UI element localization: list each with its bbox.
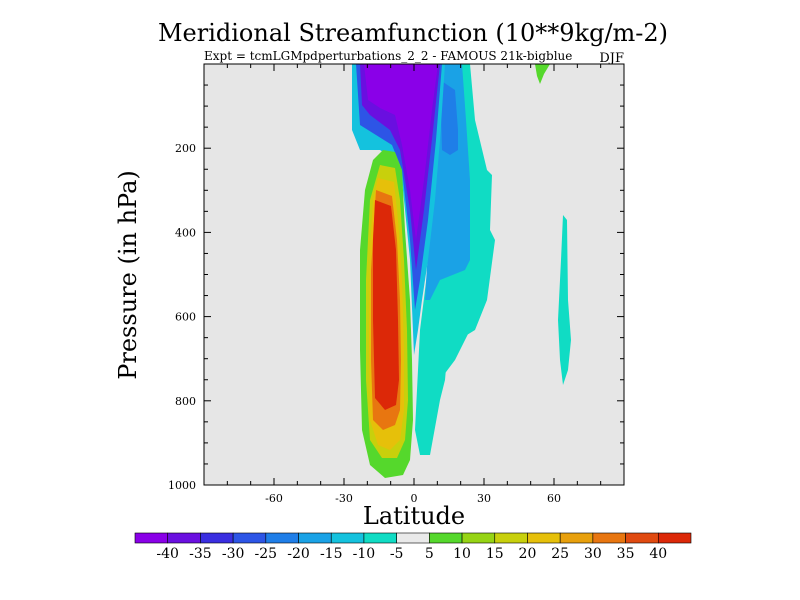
colorbar-label: 30 bbox=[584, 546, 602, 562]
cell-north-weak-mid bbox=[425, 64, 470, 300]
colorbar-label: 25 bbox=[551, 546, 569, 562]
colorbar-swatch bbox=[625, 532, 659, 544]
colorbar-swatch bbox=[200, 532, 234, 544]
y-axis-ticks: 200 400 600 800 1000 bbox=[168, 84, 624, 492]
season-label: DJF bbox=[599, 51, 624, 66]
colorbar-swatch bbox=[363, 532, 397, 544]
colorbar-swatch bbox=[265, 532, 299, 544]
colorbar-swatch bbox=[330, 532, 365, 544]
x-tick-label: -30 bbox=[335, 492, 353, 505]
y-axis-label: Pressure (in hPa) bbox=[114, 170, 142, 380]
colorbar-label: 10 bbox=[453, 546, 471, 562]
cell-north-weak-lobe bbox=[432, 300, 470, 380]
x-axis-ticks: -60 -30 0 30 60 bbox=[226, 64, 602, 505]
colorbar-label: -35 bbox=[189, 546, 212, 562]
x-tick-label: 0 bbox=[411, 492, 418, 505]
x-tick-label: -60 bbox=[265, 492, 283, 505]
colorbar: -40 -35 -30 -25 -20 -15 -10 -5 5 10 15 20 25 30 35 40 bbox=[134, 532, 692, 562]
colorbar-label: -5 bbox=[390, 546, 404, 562]
colorbar-swatch bbox=[232, 532, 267, 544]
colorbar-label: -25 bbox=[255, 546, 278, 562]
colorbar-swatch bbox=[592, 532, 626, 544]
cell-high-latitude bbox=[558, 215, 571, 385]
cell-upper-positive bbox=[535, 64, 550, 84]
x-tick-label: 30 bbox=[477, 492, 491, 505]
colorbar-label: -20 bbox=[287, 546, 310, 562]
colorbar-swatch bbox=[429, 532, 463, 544]
colorbar-swatch bbox=[396, 532, 430, 544]
x-axis-label: Latitude bbox=[363, 502, 465, 530]
colorbar-label: 5 bbox=[425, 546, 434, 562]
y-tick-label: 400 bbox=[175, 226, 196, 239]
chart-subtitle: Expt = tcmLGMpdperturbations_2_2 - FAMOU… bbox=[204, 49, 572, 63]
colorbar-swatch bbox=[461, 532, 496, 544]
y-tick-label: 600 bbox=[175, 311, 196, 324]
colorbar-label: -30 bbox=[222, 546, 245, 562]
colorbar-swatch bbox=[559, 532, 594, 544]
colorbar-swatch bbox=[527, 532, 561, 544]
contour-fields bbox=[352, 64, 571, 478]
colorbar-label: 35 bbox=[617, 546, 635, 562]
colorbar-label: -15 bbox=[320, 546, 343, 562]
y-tick-label: 1000 bbox=[168, 479, 196, 492]
colorbar-label: 20 bbox=[519, 546, 537, 562]
colorbar-label: 40 bbox=[649, 546, 667, 562]
cell-north-weak-inner bbox=[440, 80, 458, 155]
colorbar-swatch bbox=[134, 532, 169, 544]
colorbar-swatch bbox=[494, 532, 528, 544]
cell-south-core bbox=[373, 200, 399, 410]
colorbar-swatch bbox=[298, 532, 332, 544]
chart-title: Meridional Streamfunction (10**9kg/m-2) bbox=[158, 19, 668, 47]
colorbar-label: 15 bbox=[486, 546, 504, 562]
colorbar-label: -40 bbox=[156, 546, 179, 562]
colorbar-swatch bbox=[657, 532, 692, 544]
y-tick-label: 800 bbox=[175, 395, 196, 408]
colorbar-label: -10 bbox=[353, 546, 376, 562]
x-tick-label: 60 bbox=[547, 492, 561, 505]
y-tick-label: 200 bbox=[175, 142, 196, 155]
cell-north-upper-core bbox=[364, 64, 438, 240]
colorbar-swatch bbox=[167, 532, 201, 544]
